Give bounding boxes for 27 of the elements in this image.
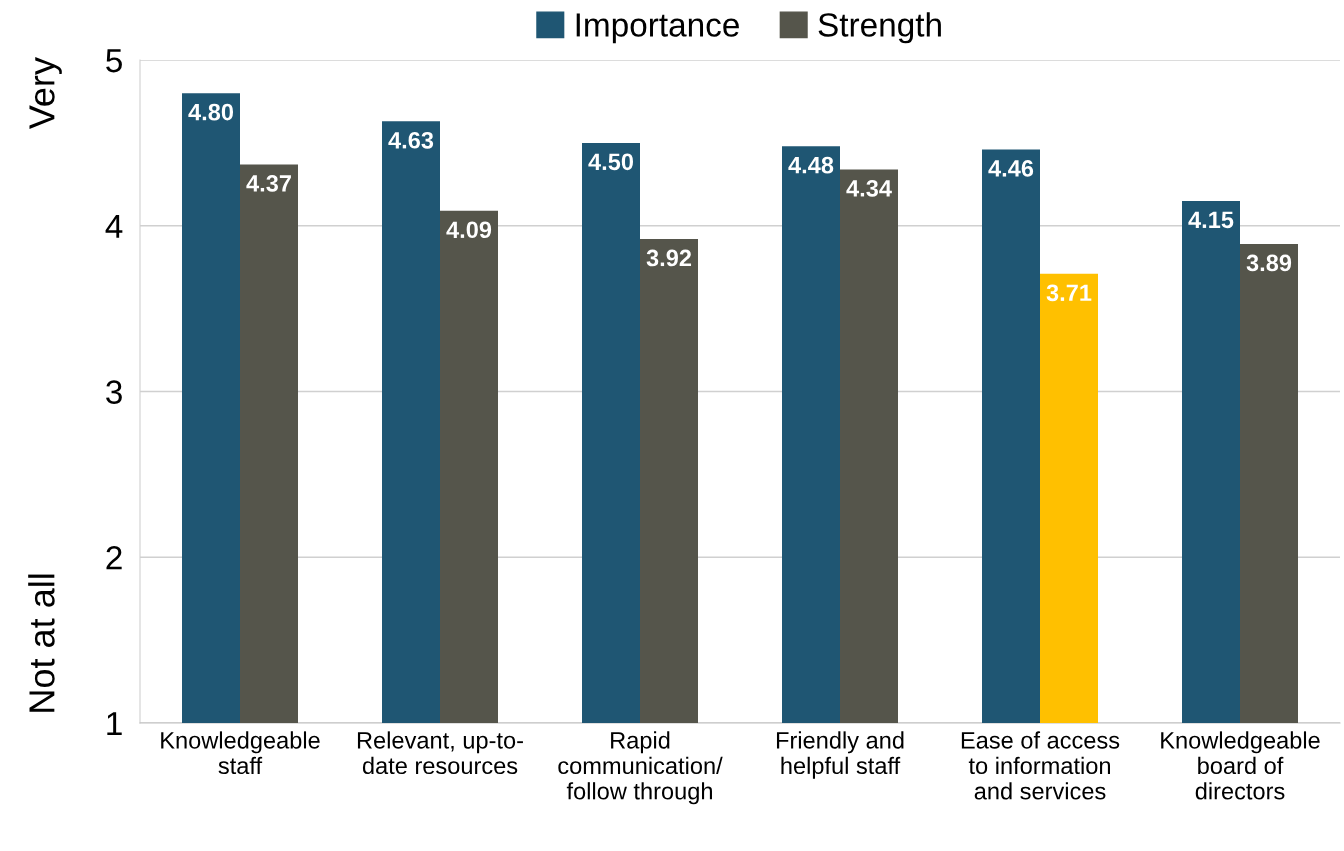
x-tick-label: Relevant, up-to- date resources: [357, 731, 523, 775]
legend-label: Strength: [818, 12, 941, 44]
x-tick-label: Knowledgeable staff: [161, 731, 320, 775]
data-label: 3.92: [646, 249, 692, 267]
x-tick-label: Rapid communication/ follow through: [558, 731, 723, 805]
y-tick-label: 3: [106, 380, 122, 404]
data-label: 4.37: [246, 174, 291, 192]
data-label: 4.46: [988, 160, 1034, 177]
data-label: 4.50: [588, 153, 634, 171]
data-label: 3.89: [1246, 254, 1292, 272]
y-tick-label: 4: [105, 214, 123, 238]
text: Not at all: [28, 574, 55, 712]
data-label: 4.80: [188, 103, 234, 121]
data-label: 4.15: [1188, 211, 1234, 229]
y-tick-label: 2: [106, 546, 122, 570]
data-label: 4.48: [788, 156, 834, 174]
data-label: 3.71: [1046, 284, 1092, 302]
x-tick-label: Friendly and helpful staff: [776, 731, 904, 779]
data-label: 4.09: [446, 221, 492, 239]
legend-label: Importance: [576, 13, 739, 44]
data-label: 4.63: [388, 131, 434, 149]
y-tick-label: 5: [106, 49, 122, 73]
data-label: 4.34: [846, 179, 892, 197]
x-tick-label: Ease of access to information and services: [961, 731, 1120, 800]
text: Very: [29, 57, 62, 130]
y-tick-label: 1: [107, 712, 122, 736]
x-tick-label: Knowledgeable board of directors: [1161, 731, 1320, 800]
